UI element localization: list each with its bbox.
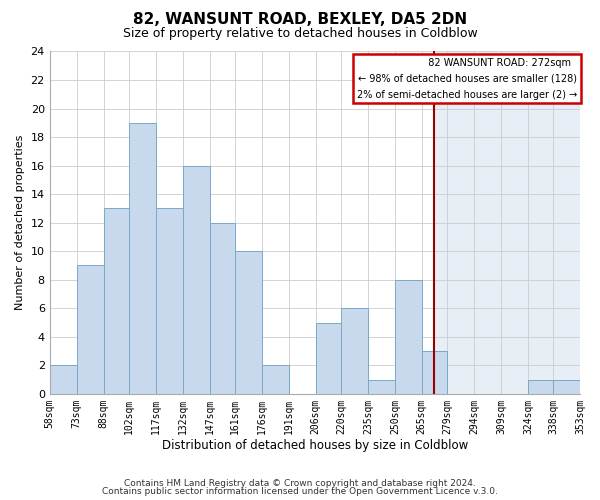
Bar xyxy=(341,308,368,394)
Bar xyxy=(77,266,104,394)
Text: Contains public sector information licensed under the Open Government Licence v.: Contains public sector information licen… xyxy=(102,487,498,496)
Bar xyxy=(434,52,580,394)
Text: 82 WANSUNT ROAD: 272sqm  
← 98% of detached houses are smaller (128)
2% of semi-: 82 WANSUNT ROAD: 272sqm ← 98% of detache… xyxy=(357,58,577,100)
Bar xyxy=(182,166,209,394)
Bar xyxy=(553,380,580,394)
Bar xyxy=(262,366,289,394)
Text: Contains HM Land Registry data © Crown copyright and database right 2024.: Contains HM Land Registry data © Crown c… xyxy=(124,478,476,488)
Bar xyxy=(528,380,553,394)
Text: Size of property relative to detached houses in Coldblow: Size of property relative to detached ho… xyxy=(122,28,478,40)
Bar xyxy=(422,351,447,394)
Bar xyxy=(50,366,77,394)
X-axis label: Distribution of detached houses by size in Coldblow: Distribution of detached houses by size … xyxy=(162,440,468,452)
Bar xyxy=(104,208,129,394)
Y-axis label: Number of detached properties: Number of detached properties xyxy=(15,135,25,310)
Bar xyxy=(368,380,395,394)
Bar xyxy=(316,322,341,394)
Bar xyxy=(129,123,156,394)
Bar xyxy=(209,222,235,394)
Bar xyxy=(156,208,182,394)
Bar xyxy=(395,280,422,394)
Text: 82, WANSUNT ROAD, BEXLEY, DA5 2DN: 82, WANSUNT ROAD, BEXLEY, DA5 2DN xyxy=(133,12,467,28)
Bar xyxy=(235,251,262,394)
